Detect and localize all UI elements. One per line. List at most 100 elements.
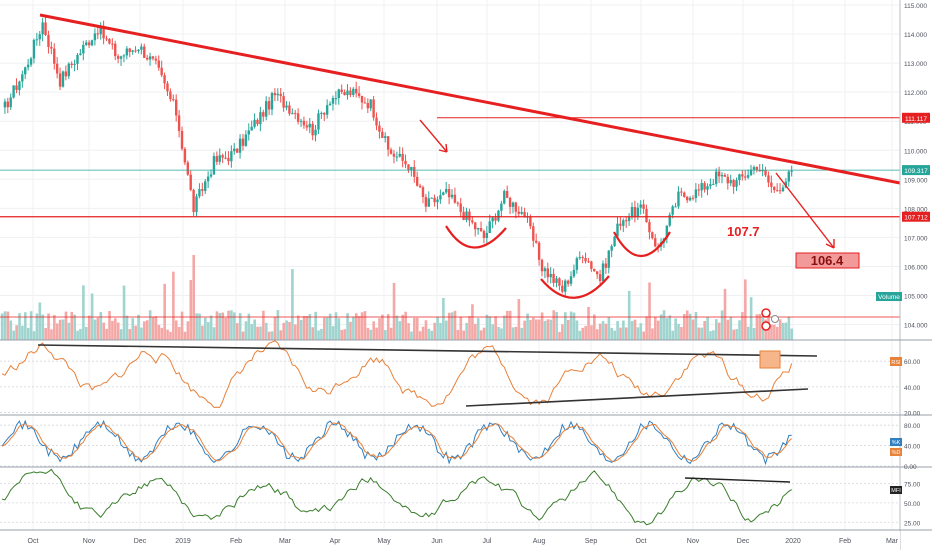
- candle: [418, 185, 422, 188]
- candle: [270, 93, 274, 110]
- volume-bar: [462, 330, 466, 340]
- volume-bar: [407, 323, 410, 340]
- candle: [125, 48, 129, 56]
- annotation-106-4: 106.4: [811, 253, 844, 268]
- indicator-tick-label: 0.00: [904, 464, 917, 471]
- candle: [520, 211, 523, 214]
- candle: [50, 46, 53, 49]
- volume-bar: [683, 313, 686, 340]
- candle: [677, 191, 680, 207]
- candle: [148, 56, 152, 60]
- volume-bar: [758, 313, 762, 340]
- candle: [340, 89, 343, 92]
- candle: [122, 55, 126, 57]
- volume-bar: [389, 327, 393, 340]
- volume-bar: [479, 330, 483, 340]
- volume-bar: [595, 329, 599, 340]
- volume-bar: [209, 315, 213, 340]
- time-tick-label: Dec: [737, 538, 750, 545]
- candle: [3, 101, 7, 108]
- volume-bar: [433, 322, 436, 340]
- volume-bar: [529, 319, 532, 340]
- candle: [511, 202, 515, 207]
- mfi-trendline: [684, 477, 791, 483]
- volume-bar: [555, 311, 558, 340]
- candle: [337, 89, 340, 99]
- volume-bar: [64, 311, 68, 340]
- candle: [491, 217, 494, 222]
- time-tick-label: Feb: [839, 538, 851, 545]
- candle: [87, 42, 91, 46]
- volume-bar: [549, 319, 553, 340]
- pattern-curves: [445, 225, 671, 299]
- volume-bar: [84, 326, 88, 340]
- volume-bar: [616, 321, 619, 340]
- volume-bar: [688, 313, 692, 340]
- candle: [476, 227, 480, 230]
- volume-bar: [418, 331, 422, 340]
- candle: [55, 63, 59, 74]
- candle: [311, 123, 314, 136]
- candle: [253, 119, 256, 127]
- candle: [102, 25, 105, 39]
- volume-bar: [105, 328, 108, 340]
- candle: [381, 131, 384, 138]
- candle: [781, 187, 785, 192]
- candle: [384, 136, 387, 138]
- volume-bar: [320, 328, 323, 340]
- volume-bar: [354, 313, 358, 340]
- volume-bar: [247, 313, 251, 340]
- volume-bar: [262, 310, 265, 340]
- volume-bar: [294, 324, 297, 340]
- candle: [206, 176, 210, 182]
- candle: [764, 169, 767, 176]
- price-tick-label: 108.000: [904, 206, 928, 213]
- candle: [53, 48, 56, 64]
- candle: [114, 43, 117, 57]
- volume-bar: [241, 331, 245, 340]
- candle: [233, 148, 236, 152]
- candle: [369, 99, 372, 109]
- candle: [755, 167, 759, 171]
- volume-bar: [119, 329, 123, 340]
- candle: [224, 157, 227, 159]
- candle: [317, 113, 320, 130]
- candle: [6, 101, 10, 108]
- candle: [773, 186, 776, 191]
- volume-tag: [876, 292, 902, 301]
- volume-bar: [598, 323, 602, 340]
- volume-bar: [9, 320, 13, 340]
- time-tick-label: 2019: [175, 538, 191, 545]
- volume-bar: [206, 322, 210, 340]
- candle: [395, 156, 399, 158]
- candle: [746, 175, 750, 178]
- volume-bar: [534, 319, 538, 340]
- price-candles: [3, 16, 793, 297]
- volume-bar: [439, 322, 442, 340]
- volume-bar: [601, 321, 605, 340]
- volume-bar: [723, 288, 727, 340]
- candle: [241, 138, 245, 146]
- volume-bar: [47, 313, 50, 340]
- volume-bar: [610, 327, 614, 340]
- volume-bar: [288, 321, 291, 340]
- candle: [212, 156, 216, 175]
- candle: [645, 208, 648, 223]
- volume-bar: [410, 331, 413, 340]
- volume-bar: [73, 314, 76, 340]
- candle: [386, 136, 390, 150]
- candle: [262, 112, 265, 117]
- candle: [151, 56, 155, 59]
- candle: [607, 250, 610, 268]
- volume-bar: [337, 318, 341, 340]
- mfi-tag-label: MFI: [891, 488, 901, 494]
- volume-bar: [622, 320, 625, 340]
- candle: [279, 93, 282, 97]
- candle: [334, 98, 338, 100]
- volume-bar: [404, 311, 407, 340]
- volume-bar: [218, 313, 222, 340]
- candle: [375, 117, 378, 126]
- candle: [244, 134, 248, 146]
- candle: [413, 166, 416, 177]
- candle: [378, 125, 381, 132]
